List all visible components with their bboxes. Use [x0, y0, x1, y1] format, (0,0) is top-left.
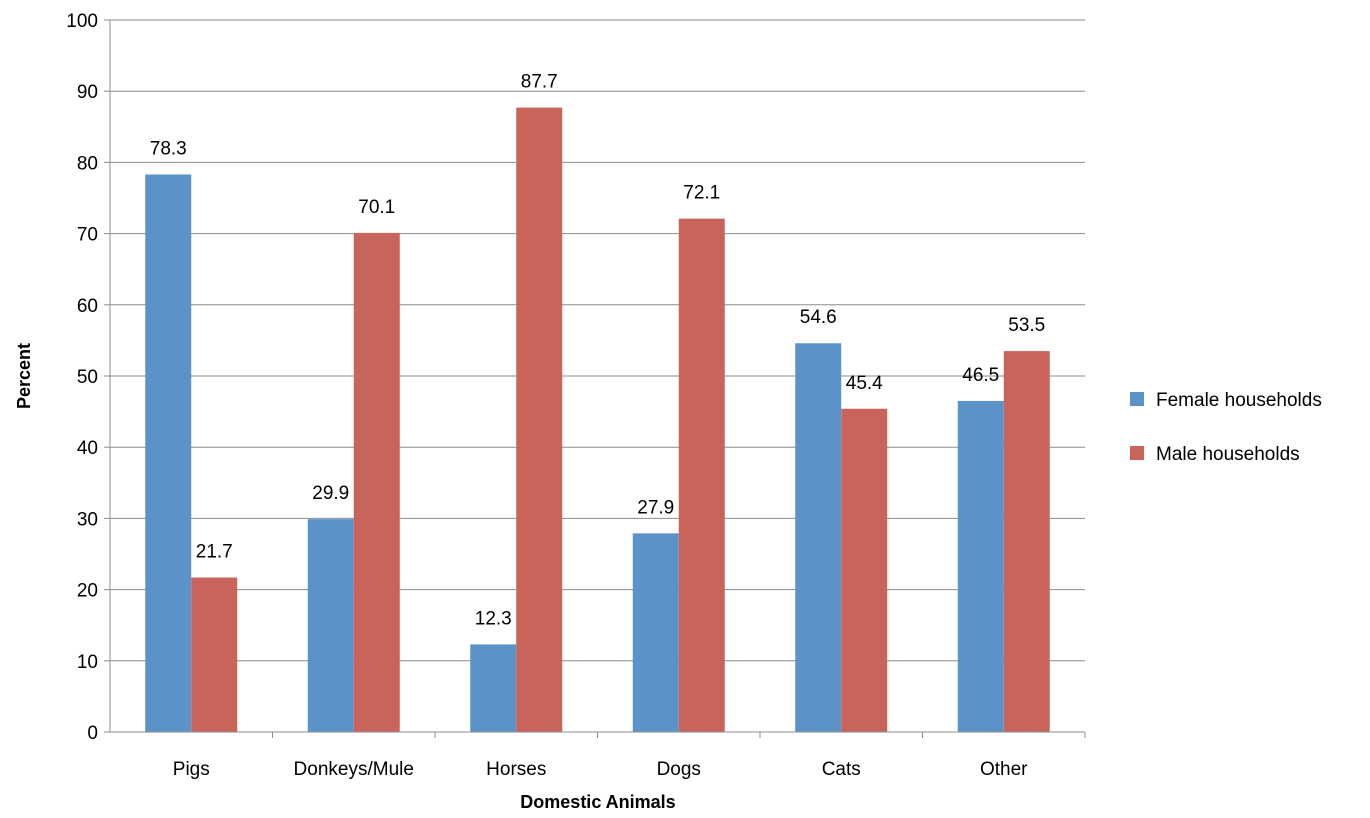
legend: Female households Male households: [1130, 390, 1322, 465]
bar-1-3: [678, 218, 725, 732]
category-label-2: Horses: [486, 759, 546, 780]
y-tick-label-60: 60: [77, 296, 98, 317]
bar-1-1: [353, 232, 400, 732]
y-tick-label-40: 40: [77, 438, 98, 459]
y-tick-label-100: 100: [66, 11, 98, 32]
y-tick-label-0: 0: [87, 723, 98, 744]
category-label-0: Pigs: [173, 759, 210, 780]
y-tick-label-20: 20: [77, 581, 98, 602]
data-label-0-2: 12.3: [475, 608, 512, 629]
x-axis-title: Domestic Animals: [520, 792, 675, 812]
y-tick-label-80: 80: [77, 153, 98, 174]
data-label-1-0: 21.7: [196, 541, 233, 562]
legend-swatch-0: [1130, 392, 1144, 406]
data-labels: 78.3 21.7 29.9 70.1 12.3 87.7 27.9 72.1 54.6 45.4…: [150, 72, 1045, 630]
bar-0-5: [957, 400, 1004, 732]
legend-label-1: Male households: [1156, 444, 1300, 465]
bar-0-3: [632, 533, 679, 732]
y-tick-label-70: 70: [77, 225, 98, 246]
data-label-1-5: 53.5: [1008, 315, 1045, 336]
data-label-0-1: 29.9: [312, 483, 349, 504]
data-label-0-4: 54.6: [800, 307, 837, 328]
bar-1-0: [191, 577, 238, 732]
y-tick-label-30: 30: [77, 509, 98, 530]
y-tick-label-10: 10: [77, 652, 98, 673]
bar-1-2: [516, 107, 563, 733]
data-label-1-1: 70.1: [358, 197, 395, 218]
data-label-0-5: 46.5: [962, 365, 999, 386]
data-label-0-0: 78.3: [150, 139, 187, 160]
bar-0-2: [470, 644, 517, 732]
bar-1-4: [841, 408, 888, 732]
y-tick-label-50: 50: [77, 367, 98, 388]
data-label-1-4: 45.4: [846, 373, 883, 394]
data-label-0-3: 27.9: [637, 497, 674, 518]
bar-0-1: [307, 519, 354, 732]
bar-0-0: [145, 174, 192, 732]
axes: 0 10 20 30 40 50 60 70 80 90 100 Pigs Donkeys/Mule Ho…: [66, 11, 1086, 780]
category-label-4: Cats: [822, 759, 861, 780]
legend-label-0: Female households: [1156, 390, 1322, 411]
gridlines: [110, 19, 1085, 662]
data-label-1-2: 87.7: [521, 72, 558, 93]
bars: [145, 107, 1050, 733]
y-axis-title: Percent: [14, 343, 34, 409]
legend-swatch-1: [1130, 446, 1144, 460]
category-label-5: Other: [980, 759, 1028, 780]
category-label-3: Dogs: [657, 759, 701, 780]
bar-0-4: [795, 343, 842, 732]
bar-1-5: [1003, 351, 1050, 732]
y-tick-label-90: 90: [77, 82, 98, 103]
category-label-1: Donkeys/Mule: [294, 759, 414, 780]
data-label-1-3: 72.1: [683, 183, 720, 204]
